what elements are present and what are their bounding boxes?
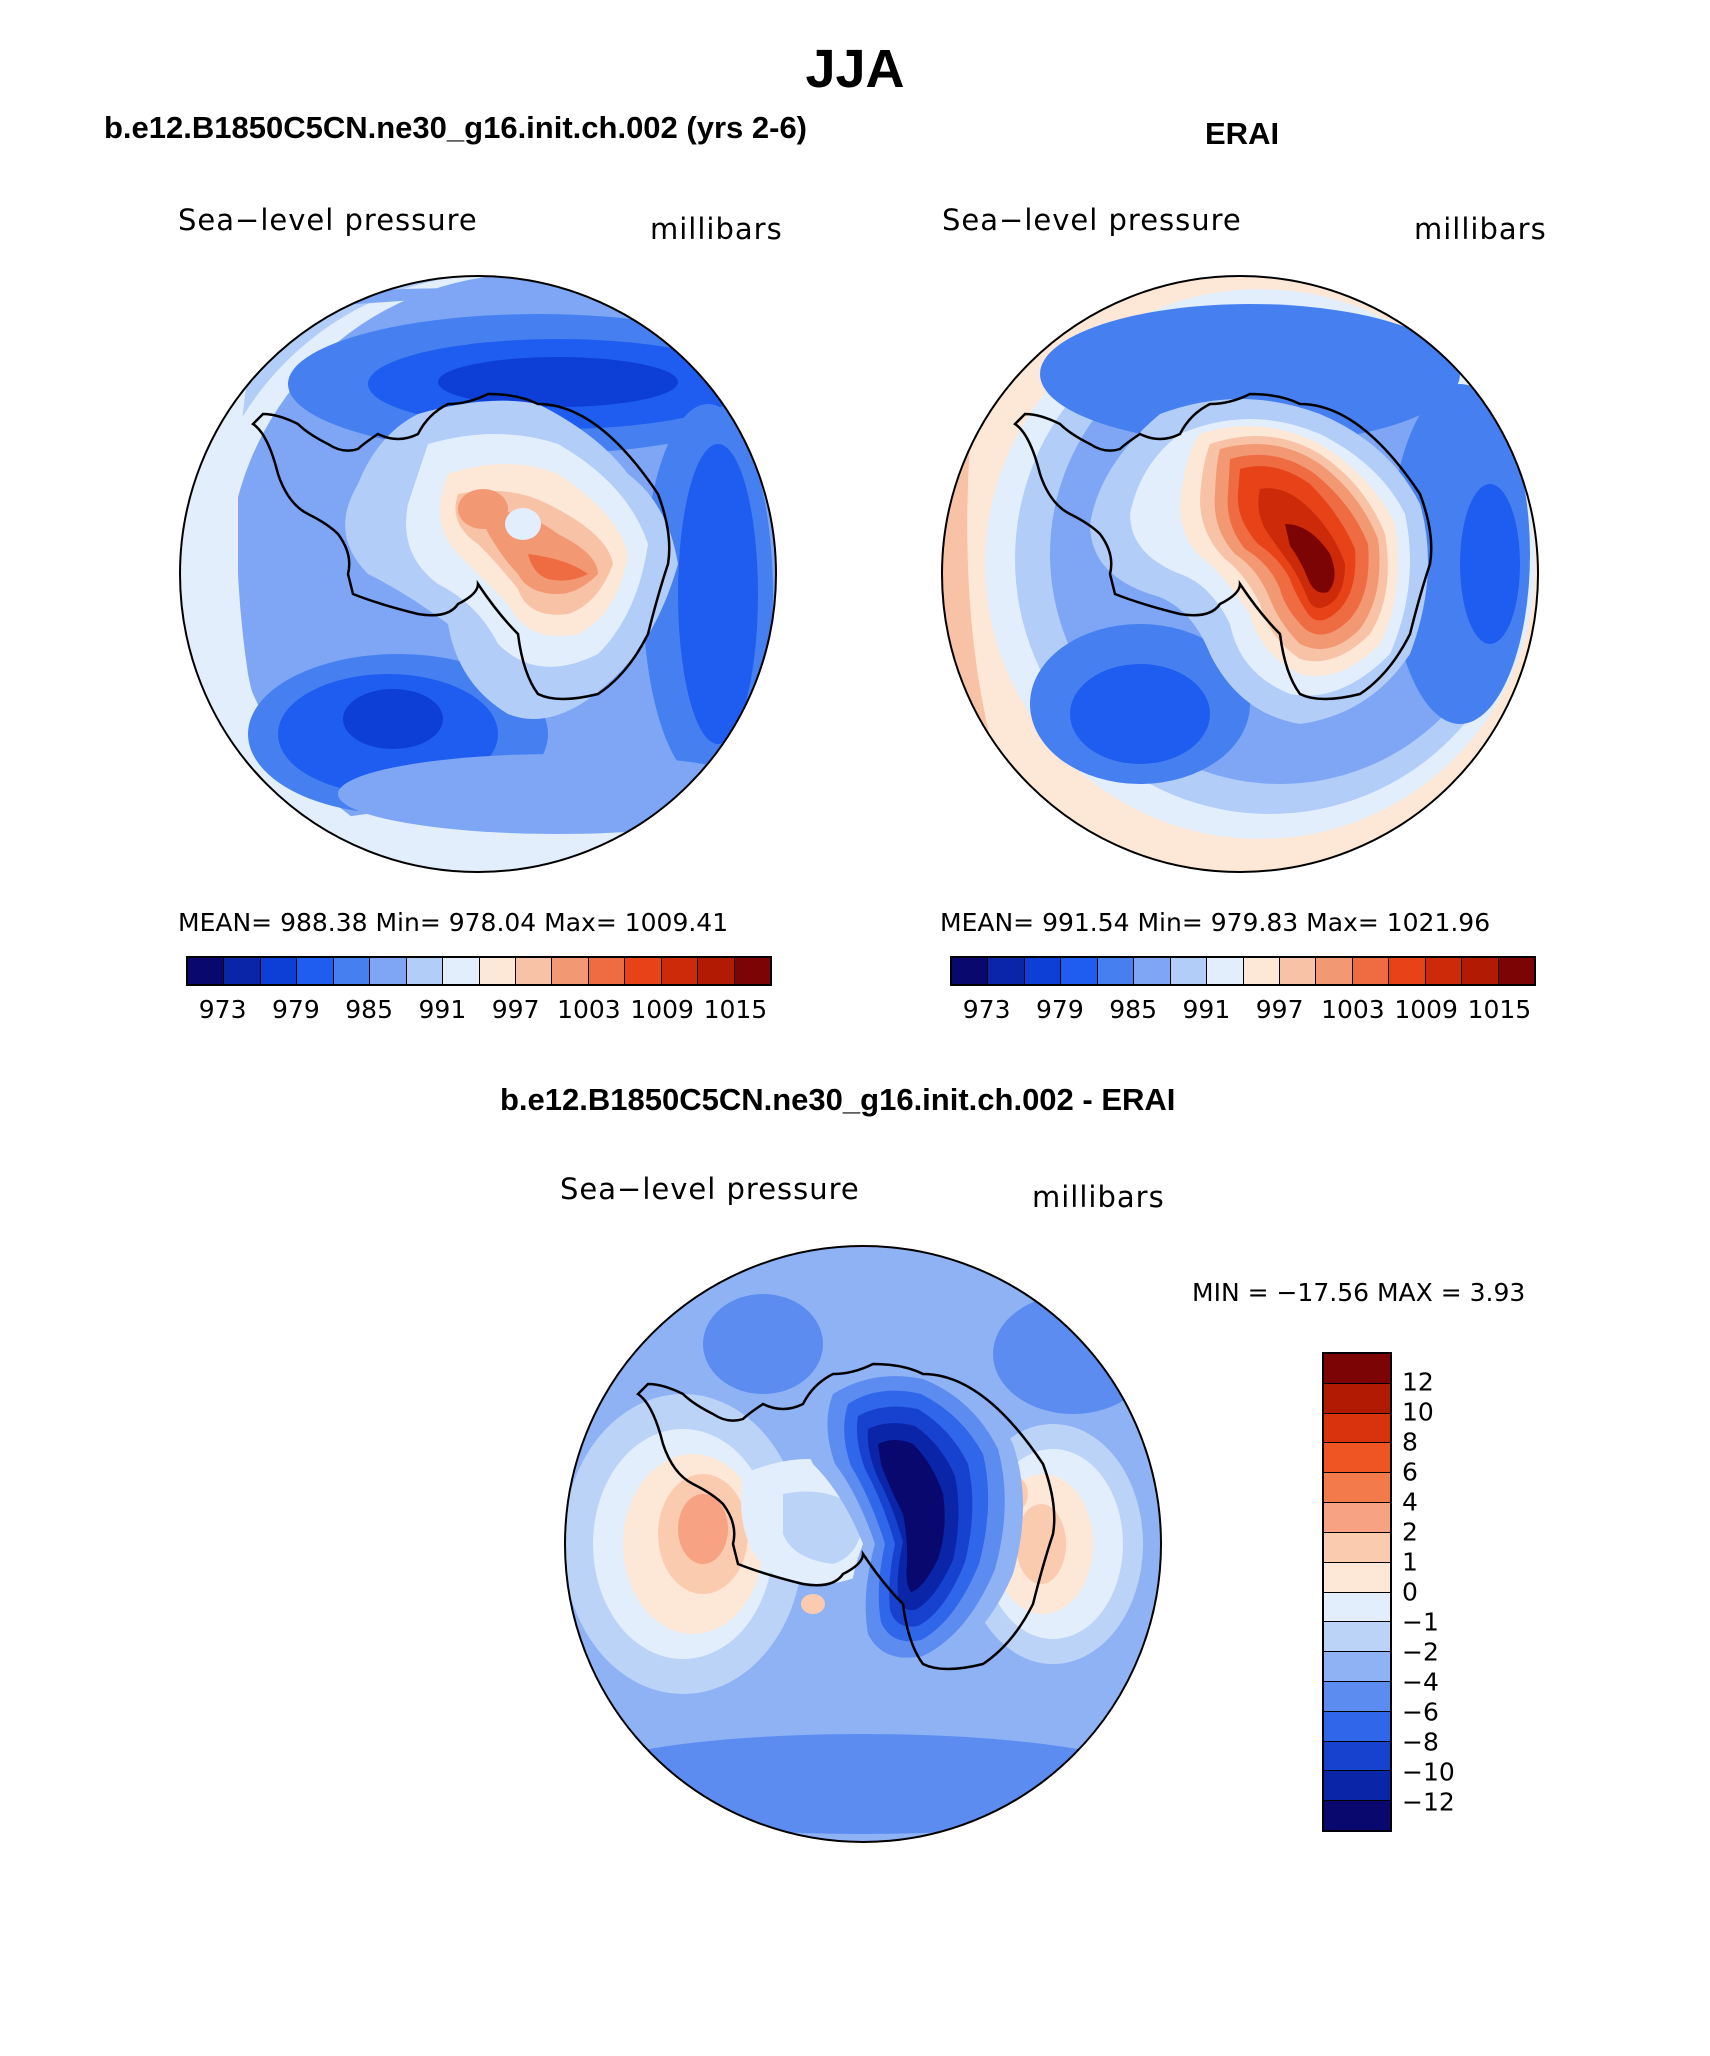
panel-2-colorbar-swatch — [952, 958, 989, 984]
panel-1-colorbar-tick-label: 1009 — [630, 995, 694, 1024]
panel-2-stats: MEAN= 991.54 Min= 979.83 Max= 1021.96 — [940, 908, 1491, 937]
panel-3-units-label: millibars — [1032, 1180, 1165, 1214]
panel-3-colorbar-swatch — [1324, 1681, 1390, 1712]
panel-3-colorbar-swatch — [1324, 1711, 1390, 1742]
panel-3-colorbar-tick-label: 12 — [1402, 1367, 1434, 1397]
panel-3-colorbar-tick-label: 10 — [1402, 1397, 1434, 1427]
panel-3-variable-label: Sea−level pressure — [560, 1172, 860, 1206]
panel-2-colorbar-swatch — [1170, 958, 1208, 984]
panel-2-colorbar-swatch — [1279, 958, 1317, 984]
panel-3-colorbar-swatch — [1324, 1771, 1390, 1802]
panel-2-colorbar-tick-label: 973 — [962, 995, 1011, 1024]
panel-2-colorbar-swatch — [1462, 958, 1499, 984]
panel-3-minmax: MIN = −17.56 MAX = 3.93 — [1192, 1278, 1526, 1307]
panel-2-colorbar-swatch — [1352, 958, 1390, 984]
panel-2-colorbar — [950, 956, 1536, 986]
panel-1-colorbar-tick-label: 991 — [418, 995, 467, 1024]
panel-3-colorbar-swatch — [1324, 1473, 1390, 1504]
panel-3-colorbar-swatch — [1324, 1741, 1390, 1772]
panel-2-colorbar-tick-label: 979 — [1036, 995, 1084, 1024]
panel-1-title: b.e12.B1850C5CN.ne30_g16.init.ch.002 (yr… — [104, 110, 808, 145]
panel-2-colorbar-swatch — [1316, 958, 1353, 984]
panel-2-units-label: millibars — [1414, 212, 1547, 246]
panel-2-colorbar-swatch — [1425, 958, 1463, 984]
panel-2-colorbar-tick-label: 991 — [1182, 995, 1231, 1024]
panel-1-colorbar-swatch — [297, 958, 334, 984]
panel-3-colorbar-swatch — [1324, 1652, 1390, 1682]
panel-3-colorbar-tick-label: 1 — [1402, 1547, 1418, 1577]
panel-2-colorbar-swatch — [1024, 958, 1062, 984]
panel-1-colorbar-swatch — [224, 958, 261, 984]
panel-3-colorbar-swatch — [1324, 1622, 1390, 1653]
panel-1-colorbar-tick-label: 1015 — [703, 995, 768, 1024]
panel-1-colorbar-tick-label: 1003 — [557, 995, 621, 1024]
panel-3-colorbar-swatch — [1324, 1532, 1390, 1563]
panel-2-colorbar-tick-label: 985 — [1109, 995, 1157, 1024]
panel-3-map — [564, 1245, 1162, 1843]
panel-2-map — [941, 275, 1539, 873]
panel-3-colorbar-tick-label: −10 — [1402, 1757, 1455, 1787]
panel-2-colorbar-tick-label: 1009 — [1394, 995, 1458, 1024]
panel-3-colorbar-tick-label: 0 — [1402, 1577, 1418, 1607]
panel-2-colorbar-swatch — [1097, 958, 1135, 984]
panel-3-colorbar-swatch — [1324, 1562, 1390, 1593]
panel-2-colorbar-swatch — [1134, 958, 1171, 984]
panel-1-colorbar-swatch — [552, 958, 589, 984]
panel-2-colorbar-tick-label: 1003 — [1321, 995, 1385, 1024]
panel-3-colorbar — [1322, 1352, 1392, 1832]
panel-1-map — [179, 275, 777, 873]
panel-2-variable-label: Sea−level pressure — [942, 203, 1242, 237]
panel-3-colorbar-tick-label: −8 — [1402, 1727, 1439, 1757]
panel-1-colorbar-swatch — [661, 958, 699, 984]
figure-title: JJA — [805, 39, 905, 99]
panel-1-colorbar-swatch — [588, 958, 626, 984]
panel-2-colorbar-tick-label: 1015 — [1467, 995, 1532, 1024]
panel-2-colorbar-swatch — [1498, 958, 1534, 984]
panel-2-colorbar-swatch — [1061, 958, 1098, 984]
panel-3-title: b.e12.B1850C5CN.ne30_g16.init.ch.002 - E… — [500, 1082, 1176, 1117]
panel-1-colorbar-tick-label: 985 — [345, 995, 393, 1024]
panel-3-colorbar-tick-label: 2 — [1402, 1517, 1418, 1547]
panel-2-colorbar-swatch — [1243, 958, 1280, 984]
panel-1-variable-label: Sea−level pressure — [178, 203, 478, 237]
panel-1-colorbar-swatch — [625, 958, 662, 984]
panel-2-colorbar-swatch — [1389, 958, 1426, 984]
panel-1-colorbar-swatch — [406, 958, 444, 984]
panel-1-colorbar-swatch — [698, 958, 735, 984]
panel-1-colorbar-swatch — [734, 958, 770, 984]
panel-2-colorbar-tick-label: 997 — [1255, 995, 1304, 1024]
panel-1-colorbar-swatch — [333, 958, 371, 984]
panel-1-colorbar-swatch — [370, 958, 407, 984]
panel-2-title: ERAI — [1205, 116, 1280, 151]
panel-3-colorbar-tick-label: −2 — [1402, 1637, 1439, 1667]
panel-3-colorbar-swatch — [1324, 1503, 1390, 1533]
panel-1-units-label: millibars — [650, 212, 783, 246]
panel-1-colorbar-tick-label: 973 — [198, 995, 247, 1024]
panel-1-colorbar-swatch — [443, 958, 480, 984]
panel-3-colorbar-swatch — [1324, 1413, 1390, 1444]
panel-3-colorbar-tick-label: 6 — [1402, 1457, 1418, 1487]
panel-3-colorbar-tick-label: −4 — [1402, 1667, 1439, 1697]
panel-1-colorbar-tick-label: 997 — [491, 995, 540, 1024]
panel-2-colorbar-swatch — [1207, 958, 1244, 984]
panel-1-colorbar-swatch — [479, 958, 516, 984]
panel-1-colorbar-tick-label: 979 — [272, 995, 320, 1024]
panel-3-colorbar-tick-label: −1 — [1402, 1607, 1439, 1637]
panel-1-colorbar — [186, 956, 772, 986]
panel-1-stats: MEAN= 988.38 Min= 978.04 Max= 1009.41 — [178, 908, 729, 937]
panel-3-colorbar-swatch — [1324, 1383, 1390, 1414]
panel-3-colorbar-swatch — [1324, 1354, 1390, 1384]
panel-1-colorbar-swatch — [260, 958, 298, 984]
panel-3-colorbar-swatch — [1324, 1443, 1390, 1474]
panel-3-colorbar-tick-label: −6 — [1402, 1697, 1439, 1727]
panel-3-colorbar-tick-label: 4 — [1402, 1487, 1418, 1517]
panel-2-colorbar-swatch — [988, 958, 1025, 984]
panel-1-colorbar-swatch — [188, 958, 225, 984]
panel-3-colorbar-tick-label: 8 — [1402, 1427, 1418, 1457]
panel-1-colorbar-swatch — [515, 958, 553, 984]
panel-3-colorbar-swatch — [1324, 1592, 1390, 1623]
panel-3-colorbar-swatch — [1324, 1801, 1390, 1830]
panel-3-colorbar-tick-label: −12 — [1402, 1787, 1455, 1817]
